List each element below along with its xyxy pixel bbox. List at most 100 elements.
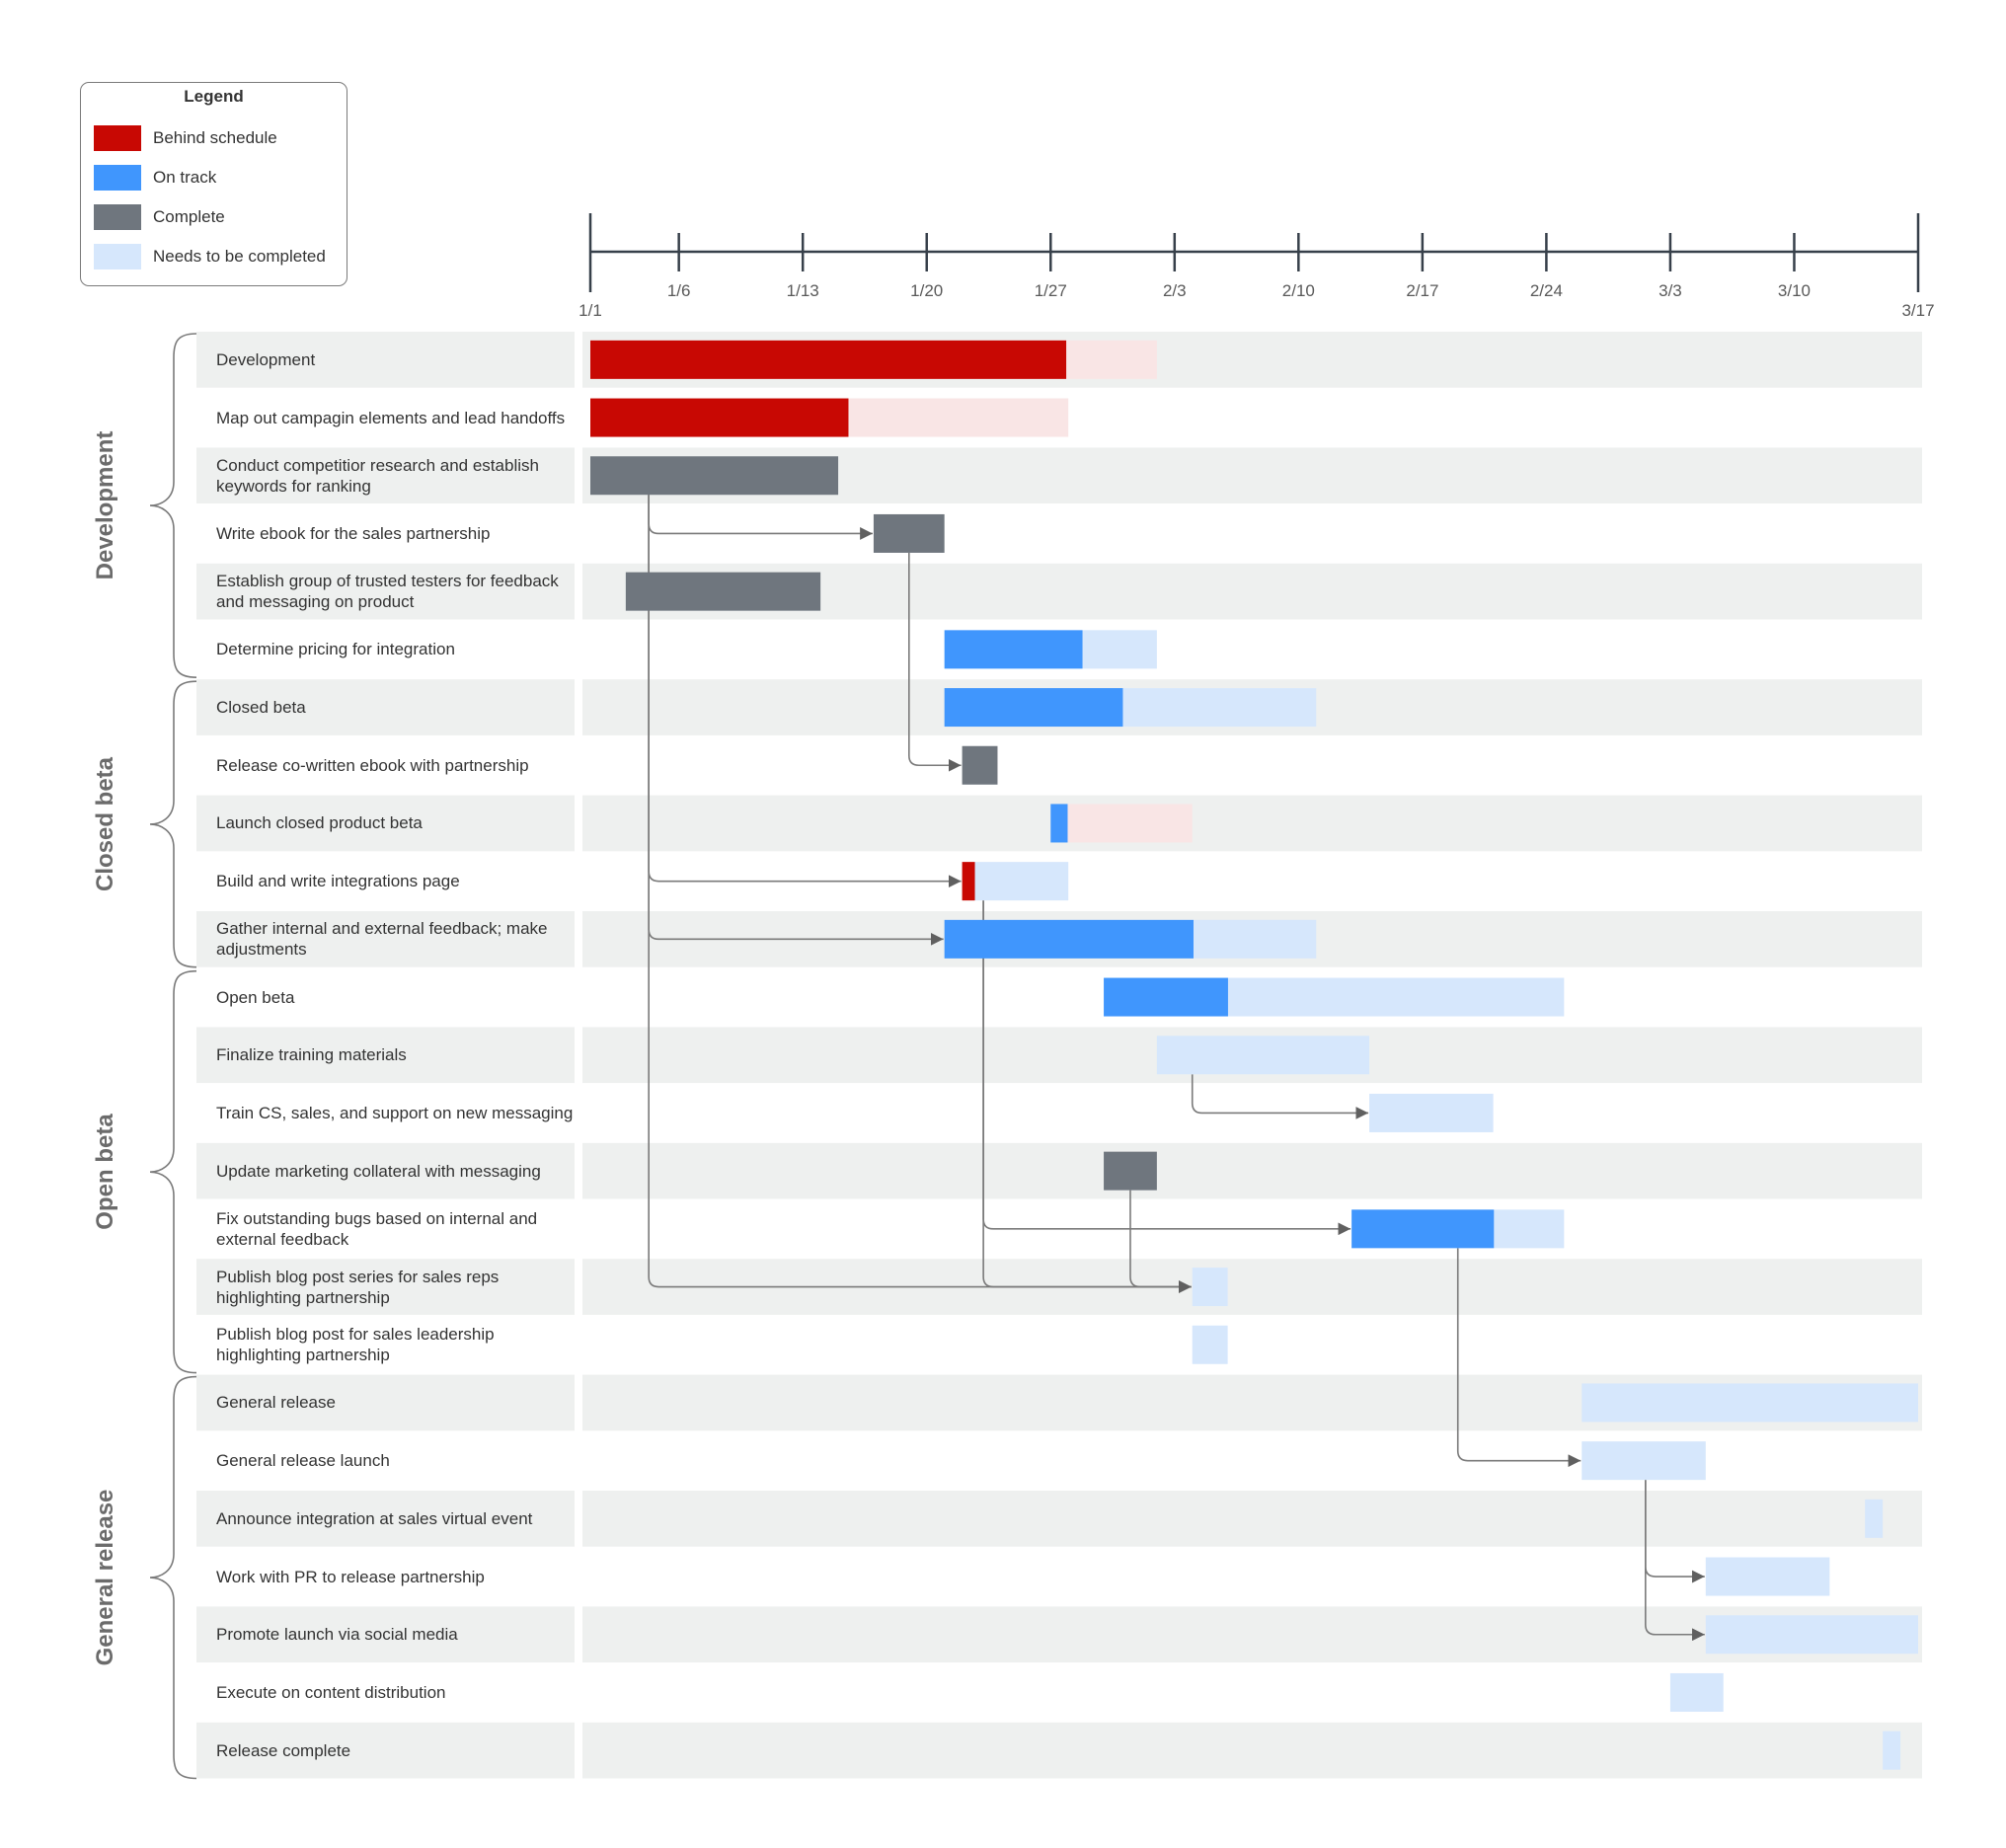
bar-remaining — [1582, 1383, 1918, 1423]
task-label: Closed beta — [216, 698, 306, 718]
task-label: Development — [216, 349, 316, 369]
dependency-arrow — [982, 900, 1192, 1293]
dependency-arrow — [1129, 1190, 1192, 1293]
axis-tick-label: 3/17 — [1901, 301, 1934, 320]
axis-tick-label: 3/10 — [1778, 281, 1811, 300]
bar-progress — [590, 456, 839, 496]
bar-remaining — [1082, 630, 1157, 669]
row-band — [582, 1142, 1922, 1199]
row-band-label — [196, 1491, 575, 1547]
bar-remaining — [848, 398, 1069, 437]
task-label: Promote launch via social media — [216, 1625, 458, 1645]
task-label: Conduct competitior research and establi… — [216, 455, 539, 496]
dependency-arrow — [648, 495, 1192, 1293]
task-label: General release launch — [216, 1451, 390, 1471]
dependency-arrow — [1456, 1248, 1582, 1468]
group-bracket — [149, 969, 197, 1374]
bar-progress — [944, 688, 1123, 728]
bar-progress — [625, 572, 821, 611]
group-bracket — [149, 1375, 197, 1780]
row-band-label — [196, 447, 575, 504]
bar-remaining — [1369, 1093, 1494, 1132]
task-label: Publish blog post series for sales reps … — [216, 1267, 500, 1307]
row-band — [582, 1491, 1922, 1547]
task-bars — [590, 340, 1918, 1770]
row-band-label — [196, 1374, 575, 1431]
axis-tick-label: 3/3 — [1659, 281, 1682, 300]
bar-remaining — [1669, 1672, 1724, 1712]
task-label: Map out campagin elements and lead hando… — [216, 408, 566, 427]
bar-progress — [962, 745, 998, 785]
dependency-arrow — [1191, 1074, 1369, 1119]
task-label: Work with PR to release partnership — [216, 1567, 485, 1586]
row-band-label — [196, 1722, 575, 1779]
task-label: Execute on content distribution — [216, 1682, 446, 1702]
axis-tick-label: 2/10 — [1282, 281, 1315, 300]
axis-tick-label: 1/20 — [910, 281, 943, 300]
bar-remaining — [1227, 977, 1565, 1017]
axis-tick-label: 2/24 — [1530, 281, 1563, 300]
task-label: Establish group of trusted testers for f… — [216, 572, 559, 612]
bar-progress — [1104, 977, 1228, 1017]
bar-progress — [590, 340, 1067, 379]
task-label: General release — [216, 1393, 336, 1413]
dependency-arrow — [908, 552, 962, 772]
group-label: Development — [92, 430, 118, 580]
legend-swatch-on-track — [94, 165, 141, 191]
bar-remaining — [1705, 1615, 1918, 1655]
axis-tick-label: 2/3 — [1163, 281, 1187, 300]
task-label: Open beta — [216, 987, 295, 1007]
bar-progress — [873, 513, 945, 553]
group-bracket — [149, 680, 197, 968]
legend-item-complete: Complete — [94, 204, 225, 230]
legend-swatch-needs — [94, 244, 141, 270]
task-label: Train CS, sales, and support on new mess… — [216, 1103, 574, 1122]
bar-remaining — [1883, 1731, 1901, 1770]
bar-progress — [1104, 1151, 1157, 1191]
legend-label: Needs to be completed — [153, 247, 326, 266]
axis-tick-label: 2/17 — [1406, 281, 1438, 300]
legend-item-behind-schedule: Behind schedule — [94, 125, 277, 151]
legend-swatch-behind — [94, 125, 141, 151]
axis-tick-label: 1/13 — [787, 281, 819, 300]
bar-remaining — [1192, 1268, 1228, 1307]
bar-progress — [944, 919, 1194, 959]
group-label: General release — [92, 1489, 118, 1666]
dependency-arrow — [1645, 1480, 1705, 1642]
row-band — [582, 795, 1922, 852]
task-label: Write ebook for the sales partnership — [216, 523, 491, 543]
row-band-label — [196, 911, 575, 967]
legend-label: Behind schedule — [153, 128, 277, 147]
bar-remaining — [1193, 919, 1317, 959]
task-label: Build and write integrations page — [216, 872, 460, 891]
task-label: Gather internal and external feedback; m… — [216, 919, 548, 960]
bar-progress — [1351, 1209, 1495, 1249]
dependency-links — [648, 495, 1705, 1642]
task-label: Announce integration at sales virtual ev… — [216, 1508, 533, 1528]
row-band-label — [196, 795, 575, 852]
bar-progress — [1050, 804, 1068, 843]
row-band-label — [196, 679, 575, 735]
time-axis: 1/1 1/6 1/13 1/20 1/27 2/3 2/10 2/17 2/24 3/3 3/10… — [579, 213, 1935, 320]
row-band-label — [196, 1259, 575, 1315]
bar-remaining — [1156, 1036, 1370, 1075]
row-band-label — [196, 332, 575, 388]
bar-remaining — [1582, 1441, 1706, 1481]
task-label: Release complete — [216, 1740, 351, 1760]
group-label: Closed beta — [92, 756, 118, 891]
task-label: Launch closed product beta — [216, 813, 423, 833]
bar-progress — [590, 398, 849, 437]
legend-swatch-complete — [94, 204, 141, 230]
legend-item-needs-completion: Needs to be completed — [94, 244, 326, 270]
bar-remaining — [1066, 340, 1157, 379]
task-label: Fix outstanding bugs based on internal a… — [216, 1208, 538, 1249]
row-band-label — [196, 563, 575, 620]
bar-remaining — [1192, 1325, 1228, 1364]
axis-tick-label: 1/27 — [1035, 281, 1067, 300]
bar-progress — [962, 862, 975, 901]
legend-label: On track — [153, 168, 217, 187]
axis-tick-label: 1/1 — [579, 301, 602, 320]
task-label: Release co-written ebook with partnershi… — [216, 755, 529, 775]
task-label: Publish blog post for sales leadership h… — [216, 1325, 495, 1365]
